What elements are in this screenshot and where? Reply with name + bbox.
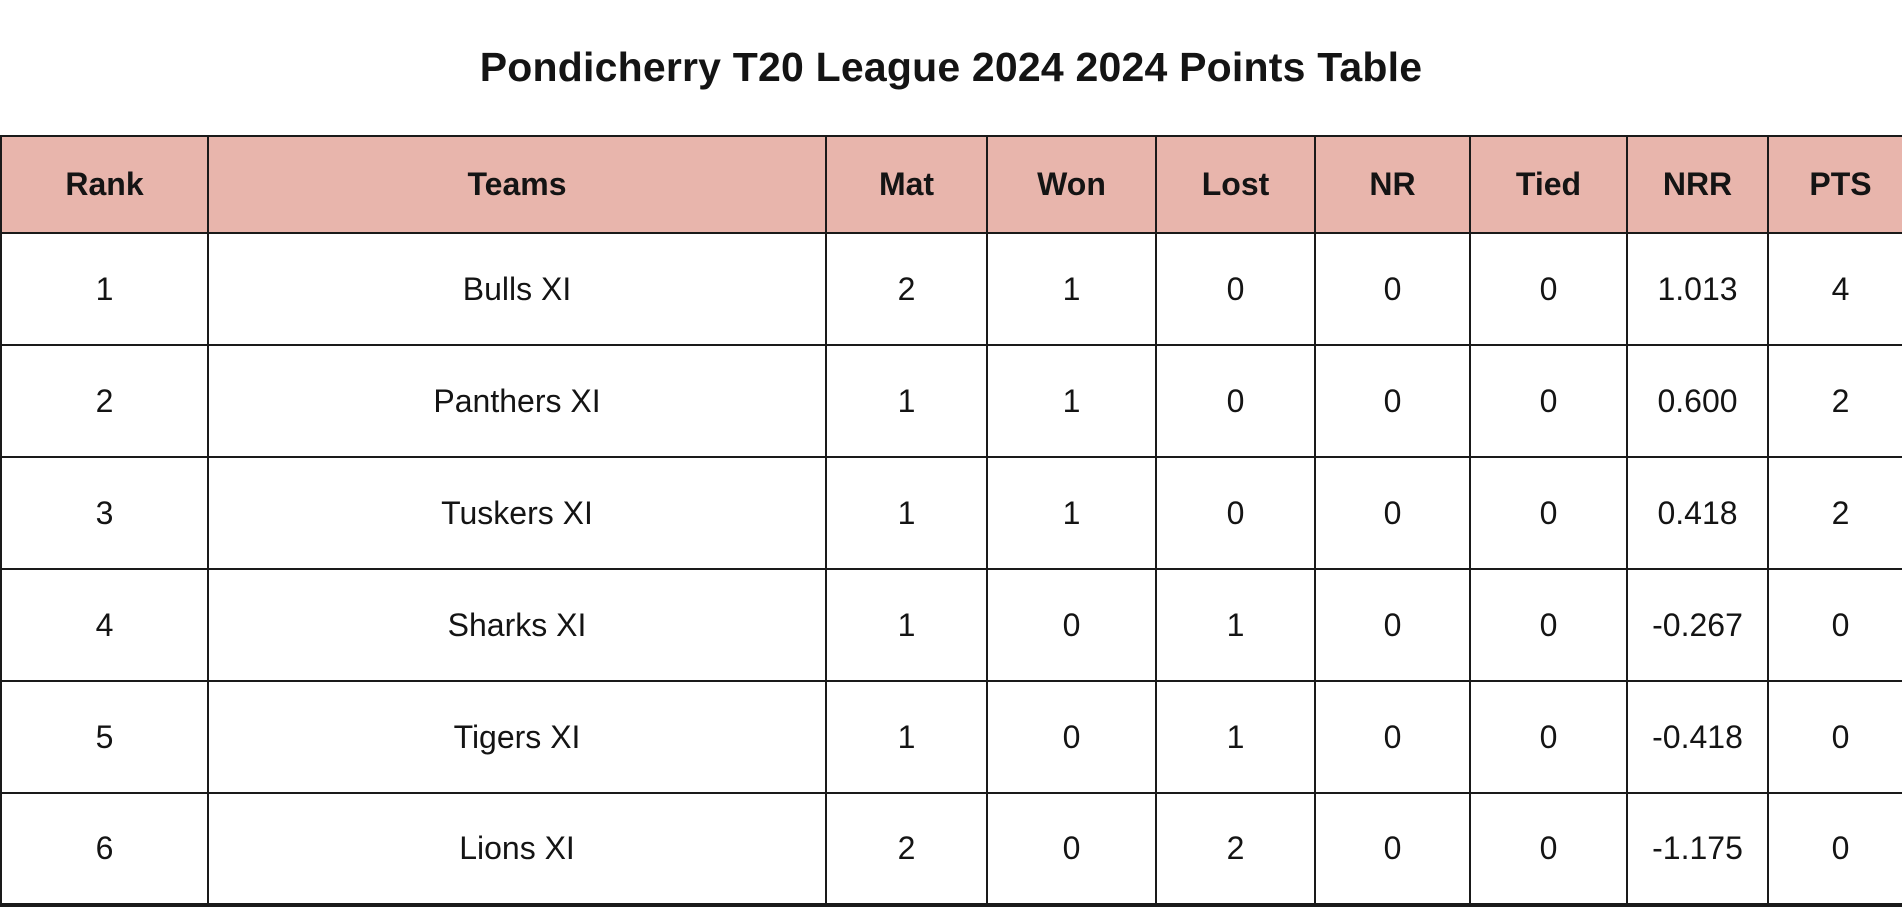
cell-rank: 5 [0, 680, 209, 794]
points-table: Rank Teams Mat Won Lost NR Tied NRR PTS … [0, 135, 1902, 907]
cell-lost: 1 [1155, 680, 1316, 794]
cell-tied: 0 [1469, 568, 1628, 682]
cell-mat: 1 [825, 568, 988, 682]
cell-pts: 0 [1767, 792, 1902, 907]
cell-nr: 0 [1314, 232, 1471, 346]
cell-won: 1 [986, 232, 1157, 346]
cell-tied: 0 [1469, 232, 1628, 346]
table-row: 6 Lions XI 2 0 2 0 0 -1.175 0 [0, 792, 1902, 907]
cell-pts: 2 [1767, 344, 1902, 458]
table-row: 4 Sharks XI 1 0 1 0 0 -0.267 0 [0, 568, 1902, 682]
table-row: 1 Bulls XI 2 1 0 0 0 1.013 4 [0, 232, 1902, 346]
cell-nrr: 0.600 [1626, 344, 1769, 458]
col-header-rank: Rank [0, 135, 209, 234]
cell-mat: 1 [825, 680, 988, 794]
cell-pts: 2 [1767, 456, 1902, 570]
page-title: Pondicherry T20 League 2024 2024 Points … [479, 44, 1423, 90]
cell-rank: 4 [0, 568, 209, 682]
cell-won: 0 [986, 792, 1157, 907]
cell-nrr: 1.013 [1626, 232, 1769, 346]
cell-pts: 0 [1767, 568, 1902, 682]
cell-won: 0 [986, 680, 1157, 794]
cell-team: Bulls XI [207, 232, 827, 346]
table-row: 2 Panthers XI 1 1 0 0 0 0.600 2 [0, 344, 1902, 458]
cell-nr: 0 [1314, 792, 1471, 907]
cell-nrr: 0.418 [1626, 456, 1769, 570]
cell-pts: 0 [1767, 680, 1902, 794]
cell-rank: 6 [0, 792, 209, 907]
cell-team: Panthers XI [207, 344, 827, 458]
col-header-tied: Tied [1469, 135, 1628, 234]
cell-team: Tuskers XI [207, 456, 827, 570]
cell-won: 0 [986, 568, 1157, 682]
cell-tied: 0 [1469, 792, 1628, 907]
cell-tied: 0 [1469, 344, 1628, 458]
cell-mat: 2 [825, 232, 988, 346]
table-header-row: Rank Teams Mat Won Lost NR Tied NRR PTS [0, 135, 1902, 234]
cell-nr: 0 [1314, 456, 1471, 570]
cell-won: 1 [986, 456, 1157, 570]
cell-lost: 0 [1155, 456, 1316, 570]
cell-team: Tigers XI [207, 680, 827, 794]
cell-rank: 3 [0, 456, 209, 570]
col-header-lost: Lost [1155, 135, 1316, 234]
col-header-mat: Mat [825, 135, 988, 234]
cell-lost: 0 [1155, 344, 1316, 458]
cell-lost: 1 [1155, 568, 1316, 682]
cell-nrr: -0.418 [1626, 680, 1769, 794]
col-header-teams: Teams [207, 135, 827, 234]
cell-mat: 1 [825, 344, 988, 458]
cell-lost: 2 [1155, 792, 1316, 907]
cell-tied: 0 [1469, 456, 1628, 570]
cell-team: Sharks XI [207, 568, 827, 682]
cell-mat: 2 [825, 792, 988, 907]
cell-nr: 0 [1314, 680, 1471, 794]
cell-tied: 0 [1469, 680, 1628, 794]
col-header-won: Won [986, 135, 1157, 234]
cell-nrr: -1.175 [1626, 792, 1769, 907]
col-header-nrr: NRR [1626, 135, 1769, 234]
col-header-nr: NR [1314, 135, 1471, 234]
table-row: 3 Tuskers XI 1 1 0 0 0 0.418 2 [0, 456, 1902, 570]
cell-rank: 2 [0, 344, 209, 458]
cell-lost: 0 [1155, 232, 1316, 346]
cell-mat: 1 [825, 456, 988, 570]
cell-rank: 1 [0, 232, 209, 346]
cell-pts: 4 [1767, 232, 1902, 346]
cell-team: Lions XI [207, 792, 827, 907]
cell-won: 1 [986, 344, 1157, 458]
col-header-pts: PTS [1767, 135, 1902, 234]
cell-nr: 0 [1314, 568, 1471, 682]
cell-nr: 0 [1314, 344, 1471, 458]
table-row: 5 Tigers XI 1 0 1 0 0 -0.418 0 [0, 680, 1902, 794]
cell-nrr: -0.267 [1626, 568, 1769, 682]
